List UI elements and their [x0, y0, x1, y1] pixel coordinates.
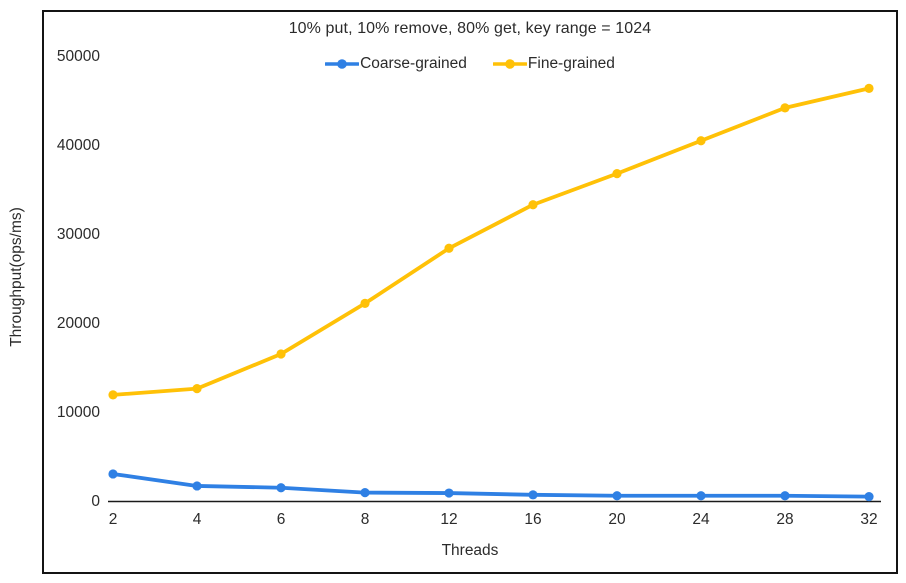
legend-item-fine-grained: Fine-grained	[492, 55, 615, 73]
y-tick-label: 0	[91, 492, 100, 510]
data-point-coarse-grained-28	[780, 491, 790, 501]
data-point-fine-grained-20	[612, 169, 622, 179]
data-point-fine-grained-12	[444, 243, 454, 253]
y-tick-label: 40000	[56, 137, 100, 155]
x-tick-label: 32	[860, 511, 878, 528]
data-point-fine-grained-2	[108, 390, 118, 400]
legend-item-coarse-grained: Coarse-grained	[325, 55, 467, 73]
data-point-coarse-grained-20	[612, 491, 622, 501]
legend-line-marker-icon	[492, 59, 527, 69]
series-line-coarse-grained	[111, 472, 871, 499]
data-point-fine-grained-32	[864, 83, 874, 93]
legend-line-marker-icon	[325, 59, 360, 69]
data-point-fine-grained-16	[528, 200, 538, 210]
y-tick-label: 10000	[56, 403, 100, 421]
y-tick-label: 30000	[56, 225, 100, 243]
x-tick-label: 8	[360, 511, 370, 528]
series-line-fine-grained	[111, 86, 871, 397]
legend-label: Coarse-grained	[360, 55, 467, 72]
x-tick-label: 2	[108, 511, 118, 528]
x-tick-label: 4	[192, 511, 202, 528]
data-point-fine-grained-4	[192, 384, 202, 394]
data-point-fine-grained-8	[360, 298, 370, 308]
data-point-coarse-grained-16	[528, 490, 538, 500]
y-tick-label: 50000	[56, 48, 100, 66]
data-point-coarse-grained-32	[864, 492, 874, 502]
x-tick-label: 12	[440, 511, 458, 528]
data-point-coarse-grained-4	[192, 481, 202, 491]
x-tick-label: 24	[692, 511, 710, 528]
x-tick-label: 16	[524, 511, 542, 528]
data-point-coarse-grained-12	[444, 488, 454, 498]
data-point-coarse-grained-24	[696, 491, 706, 501]
y-tick-label: 20000	[56, 314, 100, 332]
x-tick-label: 20	[608, 511, 626, 528]
data-point-coarse-grained-2	[108, 469, 118, 479]
data-point-coarse-grained-8	[360, 488, 370, 498]
data-point-coarse-grained-6	[276, 483, 286, 493]
chart-title: 10% put, 10% remove, 80% get, key range …	[288, 20, 652, 37]
legend: Coarse-grained Fine-grained	[42, 55, 898, 73]
data-point-fine-grained-28	[780, 103, 790, 113]
data-point-fine-grained-6	[276, 349, 286, 359]
x-tick-label: 28	[776, 511, 794, 528]
data-point-fine-grained-24	[696, 136, 706, 146]
x-axis-label: Threads	[441, 542, 499, 559]
x-tick-label: 6	[276, 511, 286, 528]
plot-frame	[42, 10, 898, 574]
legend-label: Fine-grained	[527, 55, 615, 72]
